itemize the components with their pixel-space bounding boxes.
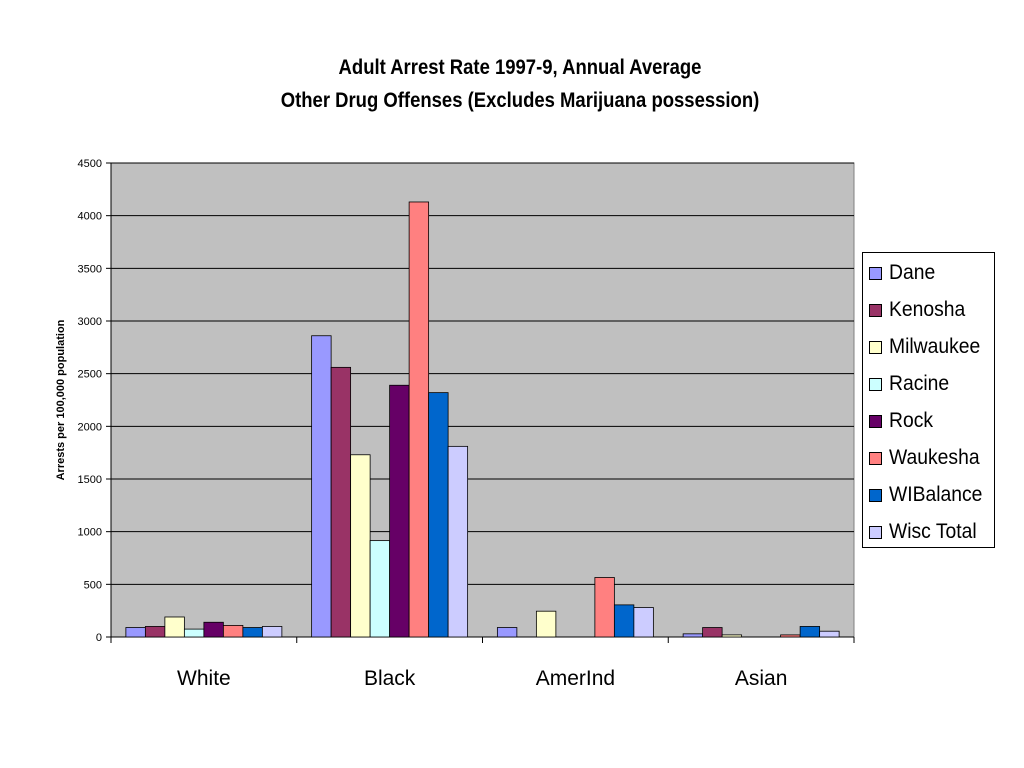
bar-wibalance-white bbox=[242, 627, 263, 638]
bar-dane-amerind bbox=[496, 627, 518, 638]
y-tick-label: 2000 bbox=[78, 421, 102, 433]
bar-wisc-total-black bbox=[447, 445, 469, 638]
legend-label: WIBalance bbox=[889, 483, 983, 506]
legend-swatch bbox=[869, 340, 882, 354]
legend-item-kenosha: Kenosha bbox=[869, 298, 972, 322]
legend-item-racine: Racine bbox=[869, 372, 954, 396]
legend-swatch bbox=[869, 266, 882, 280]
bar-milwaukee-black bbox=[350, 454, 371, 638]
y-tick-label: 3000 bbox=[78, 316, 102, 328]
bar-rock-white bbox=[203, 621, 224, 638]
bar-waukesha-white bbox=[222, 625, 244, 638]
bar-dane-white bbox=[125, 627, 146, 638]
y-tick-label: 1500 bbox=[78, 474, 102, 486]
bar-wisc-total-white bbox=[261, 626, 283, 638]
bar-kenosha-asian bbox=[702, 627, 723, 638]
bar-racine-white bbox=[183, 628, 205, 638]
y-tick-label: 4500 bbox=[78, 158, 102, 170]
bar-racine-black bbox=[369, 540, 391, 638]
bar-rock-black bbox=[389, 384, 410, 638]
legend-swatch bbox=[869, 488, 882, 502]
bar-wibalance-amerind bbox=[613, 604, 635, 638]
legend-label: Kenosha bbox=[889, 298, 966, 321]
x-category-label: Asian bbox=[735, 667, 788, 690]
bar-milwaukee-white bbox=[164, 616, 185, 638]
bar-milwaukee-asian bbox=[721, 634, 743, 638]
legend-label: Milwaukee bbox=[889, 335, 981, 358]
x-category-label: White bbox=[177, 667, 231, 690]
legend-item-waukesha: Waukesha bbox=[869, 446, 987, 470]
legend-item-milwaukee: Milwaukee bbox=[869, 335, 988, 359]
bar-waukesha-black bbox=[408, 201, 430, 638]
legend-swatch bbox=[869, 414, 882, 428]
legend-swatch bbox=[869, 525, 882, 539]
x-category-label: Black bbox=[364, 667, 416, 690]
bar-dane-black bbox=[311, 335, 332, 638]
legend-item-dane: Dane bbox=[869, 261, 939, 285]
y-tick-label: 0 bbox=[96, 632, 102, 644]
bar-kenosha-black bbox=[330, 366, 352, 638]
bar-wisc-total-amerind bbox=[633, 607, 654, 638]
chart-legend: Dane Kenosha Milwaukee Racine Rock Waukesha WI… bbox=[862, 252, 995, 548]
legend-swatch bbox=[869, 451, 882, 465]
legend-item-wisc-total: Wisc Total bbox=[869, 520, 984, 544]
bar-wibalance-black bbox=[428, 392, 449, 638]
bar-wisc-total-asian bbox=[819, 630, 840, 638]
chart-title: Adult Arrest Rate 1997-9, Annual Average bbox=[338, 56, 702, 79]
y-axis-label: Arrests per 100,000 population bbox=[55, 319, 67, 480]
y-tick-label: 500 bbox=[84, 579, 102, 591]
bar-milwaukee-amerind bbox=[535, 610, 557, 638]
legend-item-wibalance: WIBalance bbox=[869, 483, 991, 507]
bar-waukesha-amerind bbox=[594, 577, 615, 638]
legend-label: Racine bbox=[889, 372, 950, 395]
y-tick-label: 4000 bbox=[78, 211, 102, 223]
legend-swatch bbox=[869, 303, 882, 317]
y-tick-label: 1000 bbox=[78, 527, 102, 539]
legend-label: Dane bbox=[889, 261, 936, 284]
bar-kenosha-white bbox=[144, 626, 166, 638]
plot-area bbox=[110, 162, 855, 638]
legend-label: Wisc Total bbox=[889, 520, 977, 543]
y-tick-label: 3500 bbox=[78, 263, 102, 275]
y-tick-label: 2500 bbox=[78, 369, 102, 381]
legend-label: Rock bbox=[889, 409, 934, 432]
bar-wibalance-asian bbox=[799, 626, 821, 638]
legend-item-rock: Rock bbox=[869, 409, 937, 433]
bar-dane-asian bbox=[682, 633, 704, 638]
legend-swatch bbox=[869, 377, 882, 391]
chart-subtitle: Other Drug Offenses (Excludes Marijuana … bbox=[280, 89, 760, 112]
x-category-label: AmerInd bbox=[536, 667, 615, 690]
bar-waukesha-asian bbox=[780, 634, 801, 638]
legend-label: Waukesha bbox=[889, 446, 980, 469]
